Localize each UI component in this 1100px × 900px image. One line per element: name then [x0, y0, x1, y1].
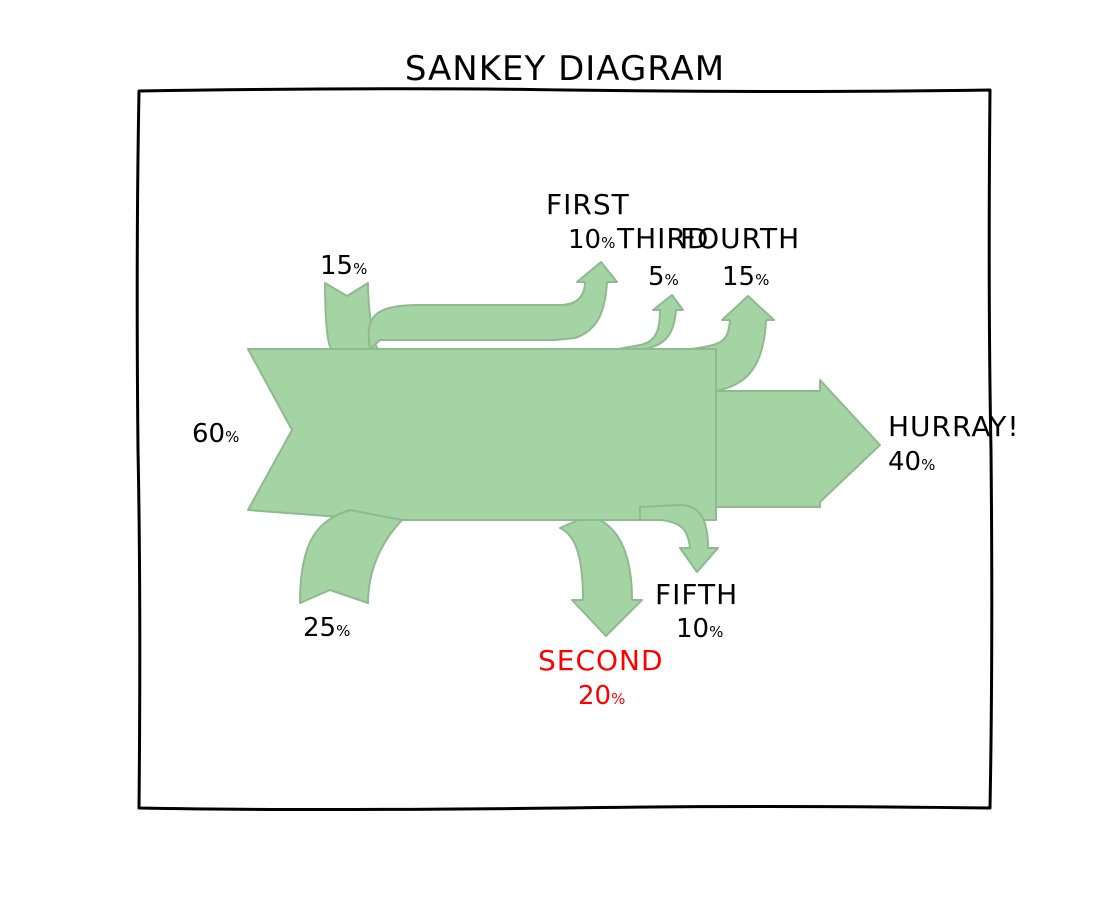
first-value: 10 — [568, 225, 601, 255]
hurray-unit: % — [921, 456, 935, 474]
fifth-unit: % — [709, 623, 723, 641]
label-input-bottom: 25% — [303, 613, 350, 643]
flow-second — [559, 519, 643, 637]
fifth-value: 10 — [676, 614, 709, 644]
label-input-top: 15% — [320, 251, 367, 281]
flow-fourth — [689, 295, 775, 392]
flow-input-bottom — [299, 509, 403, 604]
input-bottom-unit: % — [336, 622, 350, 640]
second-unit: % — [611, 690, 625, 708]
flow-first — [367, 261, 618, 350]
label-first-pct: 10% — [568, 225, 615, 255]
hurray-value: 40 — [888, 447, 921, 477]
input-top-unit: % — [353, 260, 367, 278]
label-hurray-pct: 40% — [888, 447, 935, 477]
plot-frame — [135, 87, 994, 811]
fourth-value: 15 — [722, 262, 755, 292]
input-main-unit: % — [225, 428, 239, 446]
input-bottom-value: 25 — [303, 613, 336, 643]
label-fifth-pct: 10% — [676, 614, 723, 644]
label-fourth-pct: 15% — [722, 262, 769, 292]
input-main-value: 60 — [192, 419, 225, 449]
fourth-unit: % — [755, 271, 769, 289]
sankey-flows — [247, 261, 881, 637]
label-fifth-name: FIFTH — [655, 578, 738, 611]
first-unit: % — [601, 234, 615, 252]
label-first-name: FIRST — [546, 188, 630, 221]
label-second-name: SECOND — [538, 644, 664, 677]
label-second-pct: 20% — [578, 681, 625, 711]
flow-fifth — [639, 504, 719, 573]
third-value: 5 — [648, 262, 665, 292]
flow-hurray — [715, 379, 881, 508]
flow-input-top — [324, 282, 381, 351]
label-hurray-name: HURRAY! — [888, 410, 1020, 443]
label-third-name: THIRD — [616, 222, 709, 255]
second-value: 20 — [578, 681, 611, 711]
label-third-pct: 5% — [648, 262, 679, 292]
label-input-main: 60% — [192, 419, 239, 449]
third-unit: % — [665, 271, 679, 289]
label-fourth-name: FOURTH — [680, 222, 800, 255]
diagram-title: SANKEY DIAGRAM — [405, 49, 725, 89]
input-top-value: 15 — [320, 251, 353, 281]
flow-third — [617, 294, 684, 350]
